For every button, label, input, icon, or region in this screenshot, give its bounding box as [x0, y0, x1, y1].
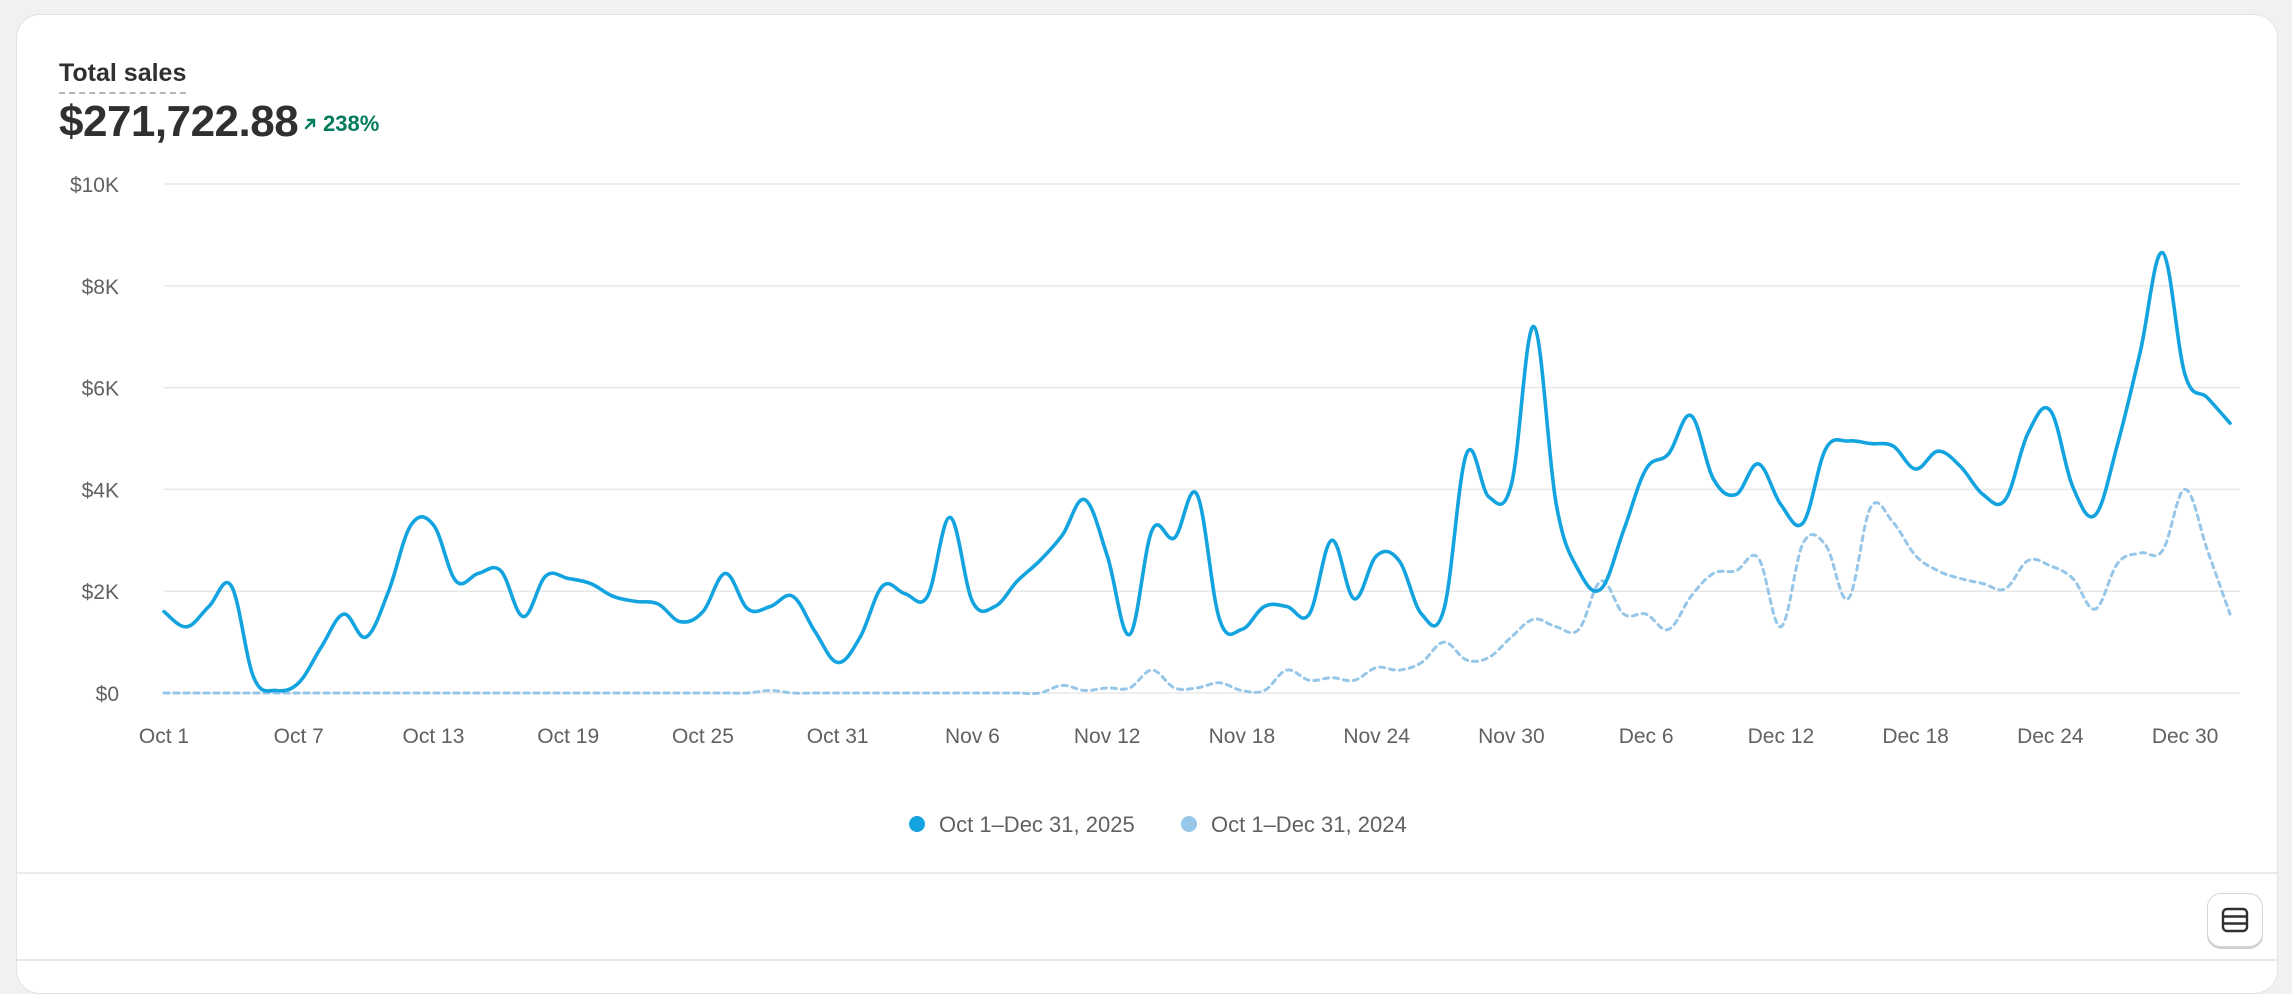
x-tick-label: Oct 13: [403, 725, 465, 748]
x-tick-label: Nov 30: [1478, 725, 1545, 748]
y-tick-label: $8K: [82, 276, 119, 299]
legend-item-1[interactable]: Oct 1–Dec 31, 2024: [1181, 812, 1407, 837]
legend-item-0[interactable]: Oct 1–Dec 31, 2025: [909, 812, 1135, 837]
x-tick-label: Nov 12: [1074, 725, 1141, 748]
x-tick-label: Oct 19: [537, 725, 599, 748]
table-icon: [2221, 907, 2249, 933]
legend-swatch: [1181, 816, 1197, 832]
y-tick-label: $4K: [82, 479, 119, 502]
y-tick-label: $6K: [82, 378, 119, 401]
x-tick-label: Dec 6: [1619, 725, 1674, 748]
table-top-border: [17, 959, 2277, 961]
metric-label[interactable]: Total sales: [59, 59, 187, 94]
x-tick-label: Oct 7: [274, 725, 324, 748]
legend-label: Oct 1–Dec 31, 2025: [939, 812, 1135, 837]
sales-line-chart: $0 $2K $4K $6K $8K $10K Oct 1 Oct 7 Oct 13 Oct 19…: [70, 174, 2240, 837]
x-tick-label: Nov 24: [1343, 725, 1410, 748]
x-tick-label: Oct 31: [807, 725, 869, 748]
series-line-1: [162, 487, 2232, 696]
metric-value: $271,722.88: [59, 97, 299, 146]
x-tick-label: Oct 25: [672, 725, 734, 748]
x-tick-label: Nov 18: [1209, 725, 1276, 748]
x-tick-label: Dec 18: [1882, 725, 1949, 748]
x-tick-label: Dec 12: [1748, 725, 1815, 748]
series-line-0: [162, 250, 2232, 693]
x-tick-label: Dec 30: [2152, 725, 2219, 748]
legend-swatch: [909, 816, 925, 832]
metric-change-value: 238%: [323, 111, 380, 136]
y-tick-label: $0: [96, 683, 119, 706]
sales-card: Total sales $271,722.88 238% $0 $2K $4K $6K…: [16, 14, 2278, 994]
x-tick-label: Nov 6: [945, 725, 1000, 748]
arrow-up-right-icon: [304, 118, 316, 130]
legend-label: Oct 1–Dec 31, 2024: [1211, 812, 1407, 837]
x-tick-label: Oct 1: [139, 725, 189, 748]
table-view-button[interactable]: [2207, 893, 2263, 947]
y-tick-label: $2K: [82, 581, 119, 604]
x-tick-label: Dec 24: [2017, 725, 2084, 748]
y-tick-label: $10K: [70, 174, 119, 197]
card-divider: [17, 872, 2277, 874]
metric-change-badge: 238%: [303, 111, 379, 137]
